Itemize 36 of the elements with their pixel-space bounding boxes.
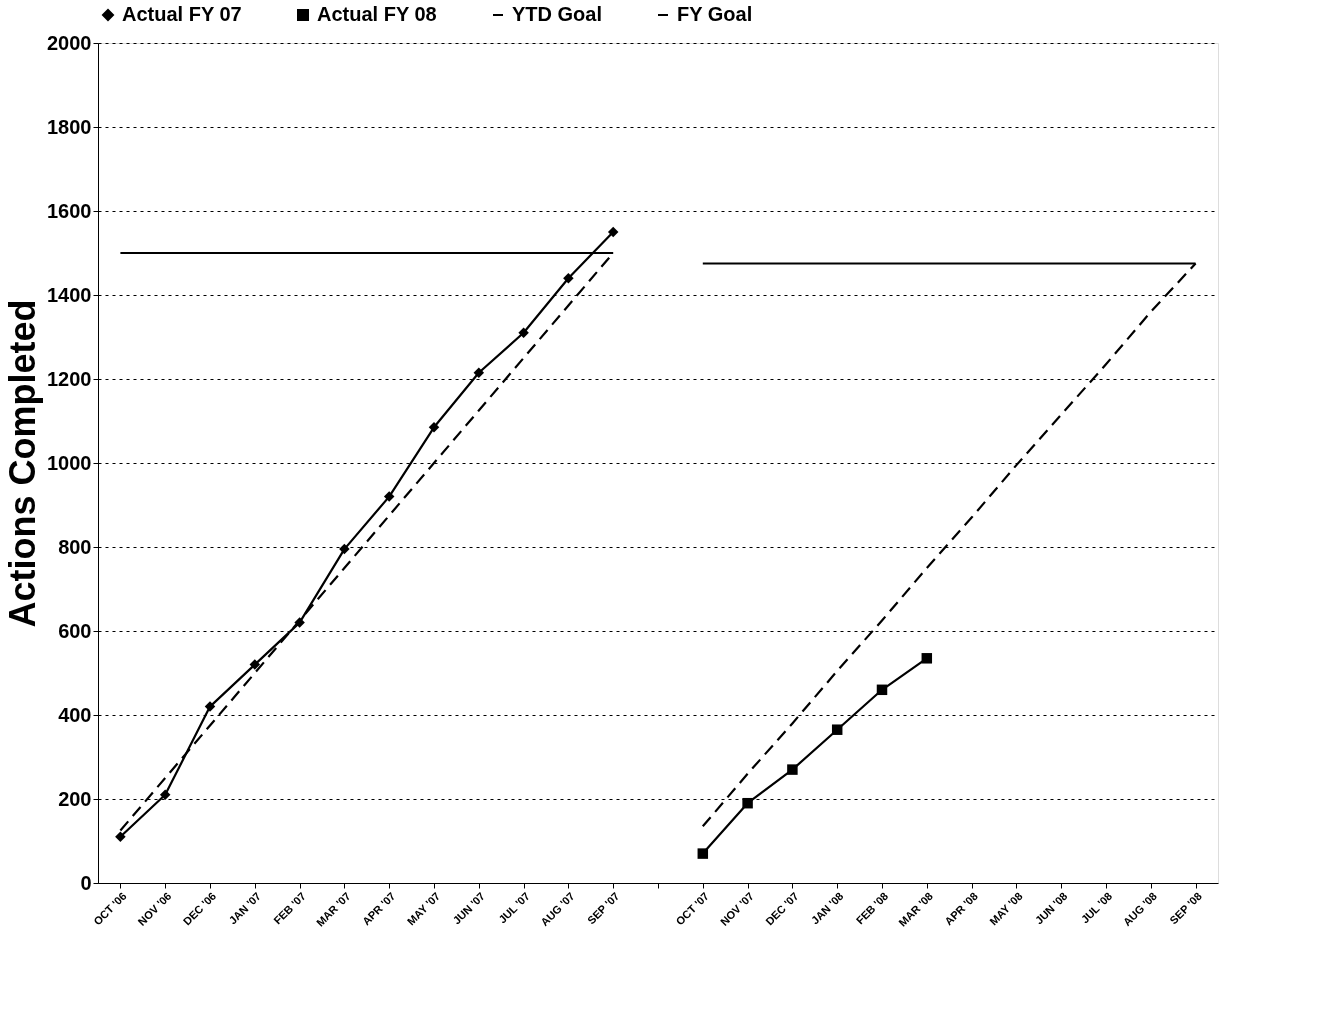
y-tick-label: 1800 xyxy=(47,115,92,138)
point xyxy=(607,226,619,238)
y-tick-label: 1200 xyxy=(47,367,92,390)
y-tick-label: 400 xyxy=(58,703,92,726)
point xyxy=(697,848,709,859)
point xyxy=(921,653,933,664)
point xyxy=(787,764,798,775)
point xyxy=(294,617,305,628)
point xyxy=(518,327,529,339)
y-tick-label: 800 xyxy=(58,535,92,558)
legend-label: FY Goal xyxy=(677,3,753,25)
y-tick-label: 0 xyxy=(80,871,92,894)
y-axis-title: Actions Completed xyxy=(2,299,44,628)
y-tick-label: 1400 xyxy=(47,283,92,306)
legend-label: Actual FY 07 xyxy=(122,3,242,25)
y-tick-label: 1000 xyxy=(47,451,92,474)
point xyxy=(249,659,261,670)
point xyxy=(473,367,485,378)
legend-label: YTD Goal xyxy=(512,3,603,25)
y-tick-label: 200 xyxy=(58,787,92,810)
point xyxy=(876,684,888,696)
point xyxy=(339,543,350,555)
y-tick-label: 1600 xyxy=(47,199,92,222)
legend-label: Actual FY 08 xyxy=(317,3,437,25)
point xyxy=(831,724,843,735)
x-tick-label: JUL '07 xyxy=(496,889,532,926)
point xyxy=(383,491,395,502)
y-tick-label: 600 xyxy=(58,619,92,642)
y-tick-label: 2000 xyxy=(47,31,92,54)
point xyxy=(204,701,216,712)
point xyxy=(428,422,440,433)
point xyxy=(159,789,171,801)
point xyxy=(742,797,753,809)
point xyxy=(115,831,126,843)
point xyxy=(563,272,574,284)
x-tick-label: JUL '08 xyxy=(1078,889,1115,926)
